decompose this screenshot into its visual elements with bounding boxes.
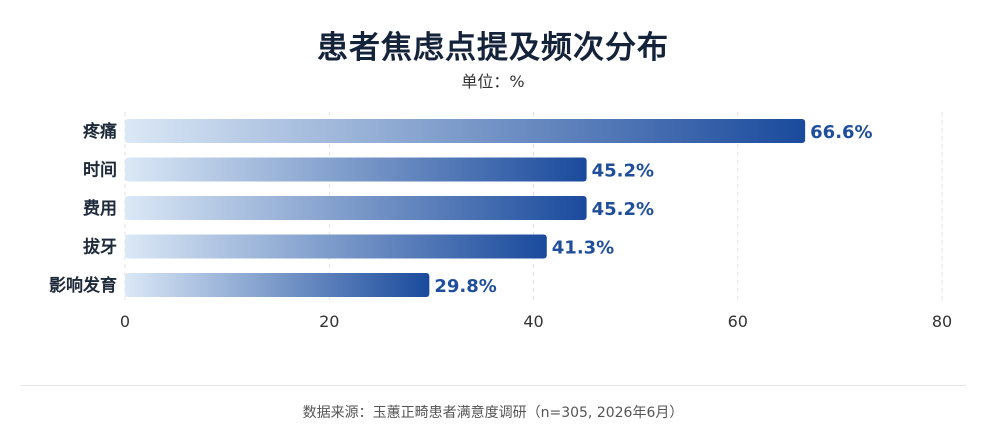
bar-chart: 0 20 40 60 80 疼痛 66.6% 时间 45.2% 费用 45.2% 拔牙 41.3% 影响发…: [49, 112, 952, 331]
bar: [125, 234, 547, 259]
category-label: 拔牙: [83, 237, 117, 258]
x-tick-label: 40: [523, 312, 543, 331]
bar: [125, 196, 587, 220]
value-label: 45.2%: [592, 161, 654, 182]
x-tick-label: 20: [319, 312, 339, 331]
x-tick-label: 0: [120, 312, 130, 331]
category-label: 时间: [83, 160, 117, 181]
bar: [125, 119, 806, 143]
chart-subtitle: 单位：%: [461, 72, 525, 91]
value-label: 66.6%: [810, 122, 872, 143]
x-tick-label: 80: [932, 312, 952, 331]
value-label: 45.2%: [592, 199, 654, 220]
x-tick-label: 60: [728, 312, 748, 331]
footer-divider: [20, 385, 966, 386]
labels: 0 20 40 60 80 疼痛 66.6% 时间 45.2% 费用 45.2% 拔牙 41.3% 影响发…: [49, 121, 952, 331]
bar: [125, 273, 430, 297]
category-label: 费用: [83, 198, 117, 219]
source-note: 数据来源：玉蕙正畸患者满意度调研（n=305, 2026年6月）: [302, 405, 684, 421]
value-label: 41.3%: [552, 238, 614, 259]
category-label: 疼痛: [83, 121, 117, 142]
chart-title: 患者焦虑点提及频次分布: [317, 30, 669, 66]
bars: [125, 119, 806, 297]
category-label: 影响发育: [49, 275, 117, 296]
value-label: 29.8%: [434, 276, 496, 297]
bar: [125, 157, 587, 182]
